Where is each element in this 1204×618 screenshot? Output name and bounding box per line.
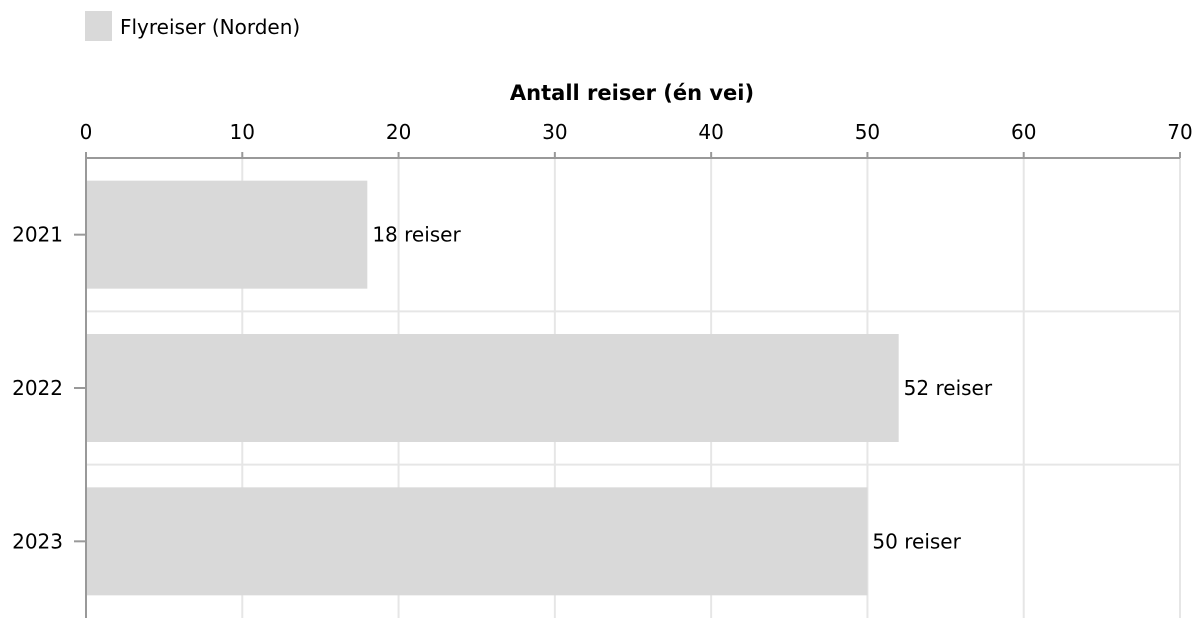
x-tick-label: 10 <box>230 120 255 144</box>
bar-data-label: 18 reiser <box>372 223 461 247</box>
legend-swatch <box>85 11 112 41</box>
x-tick-label: 60 <box>1011 120 1036 144</box>
x-axis-title: Antall reiser (én vei) <box>510 81 754 105</box>
bar-2022 <box>86 334 899 442</box>
legend-label: Flyreiser (Norden) <box>120 15 300 39</box>
y-category-label: 2021 <box>12 223 63 247</box>
legend: Flyreiser (Norden) <box>85 11 300 41</box>
x-tick-label: 30 <box>542 120 567 144</box>
labels: 18 reiser 52 reiser 50 reiser 0 10 20 30 40 50 60… <box>12 120 1193 553</box>
x-tick-label: 50 <box>855 120 880 144</box>
x-tick-label: 40 <box>698 120 723 144</box>
y-category-label: 2023 <box>12 529 63 553</box>
bar-data-label: 52 reiser <box>904 376 993 400</box>
x-tick-label: 70 <box>1167 120 1192 144</box>
bar-2023 <box>86 487 868 596</box>
y-category-label: 2022 <box>12 376 63 400</box>
bars <box>86 180 899 596</box>
bar-data-label: 50 reiser <box>872 529 961 553</box>
bar-2021 <box>86 180 368 289</box>
x-tick-label: 0 <box>80 120 93 144</box>
x-tick-label: 20 <box>386 120 411 144</box>
axes <box>74 152 1181 618</box>
